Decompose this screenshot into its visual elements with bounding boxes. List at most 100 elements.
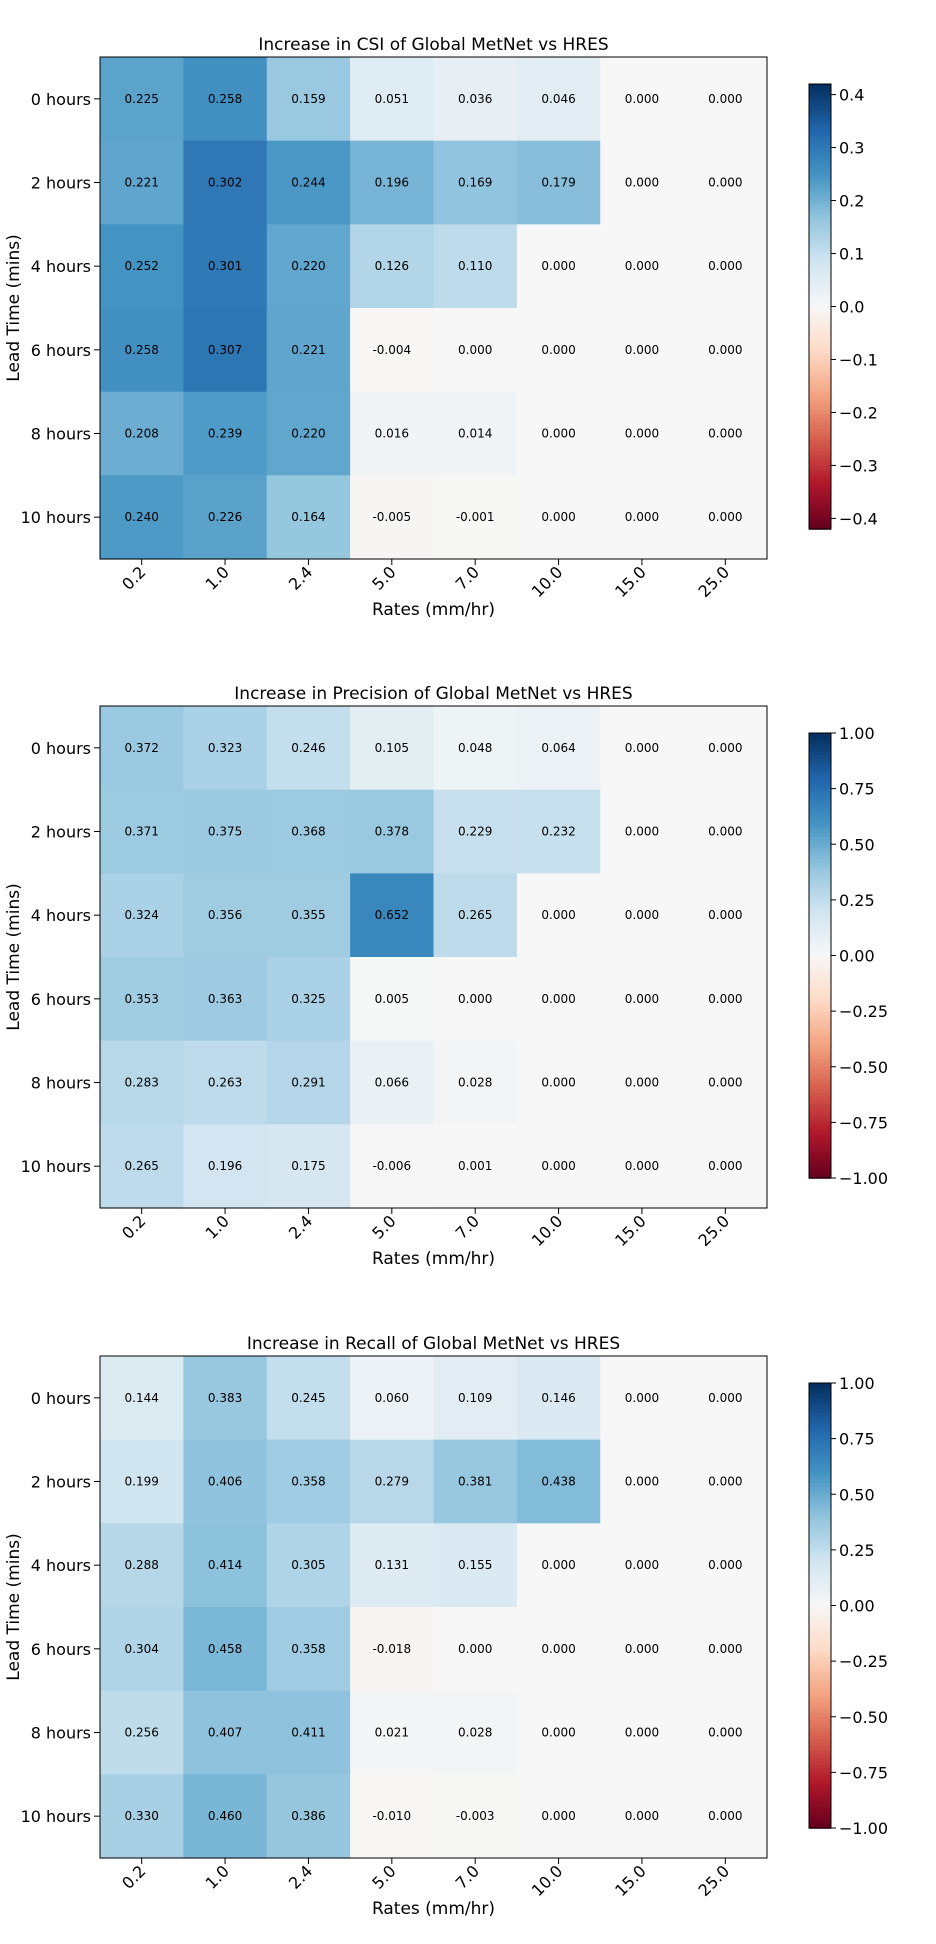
cell-value-label: 0.000 xyxy=(625,1642,659,1656)
cell-value-label: 0.220 xyxy=(291,427,325,441)
colorbar-tick-label: −0.4 xyxy=(839,509,878,528)
y-tick-label: 4 hours xyxy=(31,257,91,276)
heatmap-cell xyxy=(600,140,685,225)
cell-value-label: 0.000 xyxy=(708,1726,742,1740)
colorbar-segment xyxy=(809,1716,831,1722)
colorbar-segment xyxy=(809,1764,831,1770)
heatmap-cell xyxy=(183,308,268,393)
colorbar-segment xyxy=(809,1824,831,1829)
colorbar-segment xyxy=(809,1650,831,1655)
cell-value-label: 0.378 xyxy=(375,825,409,839)
colorbar-segment xyxy=(809,777,831,783)
colorbar-segment xyxy=(809,1070,831,1075)
colorbar-segment xyxy=(809,1724,831,1729)
colorbar-segment xyxy=(809,1155,831,1161)
heatmap-cell xyxy=(350,873,435,958)
heatmap-cell xyxy=(100,475,184,560)
x-tick-label: 5.0 xyxy=(368,1211,399,1242)
colorbar-segment xyxy=(809,440,831,445)
colorbar-segment xyxy=(809,469,831,475)
heatmap-cell xyxy=(433,1607,518,1692)
x-tick-label: 2.4 xyxy=(285,1211,316,1242)
colorbar-segment xyxy=(809,1512,831,1518)
heatmap-cell xyxy=(516,1774,601,1859)
heatmap-cell xyxy=(100,789,184,874)
heatmap-cell xyxy=(683,1690,768,1775)
colorbar-segment xyxy=(809,443,831,449)
colorbar-segment xyxy=(809,1657,831,1662)
colorbar-segment xyxy=(809,1612,831,1618)
colorbar-segment xyxy=(809,1423,831,1429)
colorbar-segment xyxy=(809,955,831,961)
heatmap-cell xyxy=(266,957,351,1042)
colorbar-segment xyxy=(809,421,831,426)
colorbar-segment xyxy=(809,1033,831,1038)
colorbar-segment xyxy=(809,936,831,942)
heatmap-cell xyxy=(433,391,518,476)
heatmap-cell xyxy=(433,140,518,225)
colorbar-segment xyxy=(809,966,831,972)
cell-value-label: 0.383 xyxy=(208,1391,242,1405)
heatmap-cell xyxy=(266,475,351,560)
colorbar-segment xyxy=(809,280,831,286)
colorbar-segment xyxy=(809,1048,831,1053)
colorbar-tick-label: −1.00 xyxy=(839,1819,888,1838)
colorbar-segment xyxy=(809,1624,831,1629)
colorbar-segment xyxy=(809,1412,831,1418)
cell-value-label: 0.000 xyxy=(708,908,742,922)
cell-value-label: 0.000 xyxy=(708,1642,742,1656)
colorbar-segment xyxy=(809,1040,831,1046)
cell-value-label: 0.244 xyxy=(291,176,325,190)
cell-value-label: 0.358 xyxy=(291,1642,325,1656)
colorbar-segment xyxy=(809,1753,831,1759)
colorbar-segment xyxy=(809,1572,831,1577)
colorbar-segment xyxy=(809,803,831,808)
heatmap-cell xyxy=(100,308,184,393)
heatmap-cell xyxy=(183,475,268,560)
colorbar-segment xyxy=(809,384,831,389)
cell-value-label: 0.000 xyxy=(625,1076,659,1090)
y-tick-label: 2 hours xyxy=(31,823,91,842)
colorbar-segment xyxy=(809,1561,831,1566)
colorbar-segment xyxy=(809,1000,831,1005)
heatmap-cell xyxy=(433,1690,518,1775)
colorbar-segment xyxy=(809,269,831,274)
colorbar-segment xyxy=(809,1438,831,1444)
colorbar-segment xyxy=(809,262,831,267)
colorbar-segment xyxy=(809,929,831,935)
colorbar-segment xyxy=(809,1166,831,1172)
colorbar-segment xyxy=(809,1701,831,1707)
cell-value-label: 0.046 xyxy=(541,92,575,106)
heatmap-cell xyxy=(683,391,768,476)
colorbar-segment xyxy=(809,428,831,434)
colorbar-segment xyxy=(809,1096,831,1101)
cell-value-label: 0.239 xyxy=(208,427,242,441)
colorbar-segment xyxy=(809,517,831,523)
cell-value-label: 0.356 xyxy=(208,908,242,922)
heatmap-cell xyxy=(183,1690,268,1775)
colorbar-segment xyxy=(809,1675,831,1681)
colorbar-segment xyxy=(809,773,831,779)
cell-value-label: 0.001 xyxy=(458,1159,492,1173)
colorbar-segment xyxy=(809,362,831,367)
x-axis-label: Rates (mm/hr) xyxy=(372,600,495,620)
heatmap-cell xyxy=(350,57,435,142)
colorbar-segment xyxy=(809,210,831,215)
colorbar-segment xyxy=(809,873,831,879)
colorbar-segment xyxy=(809,221,831,226)
colorbar-segment xyxy=(809,1011,831,1016)
colorbar-segment xyxy=(809,1646,831,1651)
colorbar-segment xyxy=(809,451,831,456)
cell-value-label: 0.438 xyxy=(541,1475,575,1489)
colorbar-segment xyxy=(809,870,831,875)
x-tick-label: 15.0 xyxy=(611,1861,650,1900)
cell-value-label: 0.131 xyxy=(375,1558,409,1572)
heatmap-cell xyxy=(183,391,268,476)
colorbar-segment xyxy=(809,184,831,189)
colorbar-segment xyxy=(809,851,831,857)
colorbar-segment xyxy=(809,1063,831,1068)
colorbar: 1.00 0.75 0.50 0.25 0.00 −0.25 −0.50 −0.75 −1.00 xyxy=(808,1374,888,1838)
cell-value-label: 0.246 xyxy=(291,741,325,755)
x-tick-label: 2.4 xyxy=(285,562,316,593)
